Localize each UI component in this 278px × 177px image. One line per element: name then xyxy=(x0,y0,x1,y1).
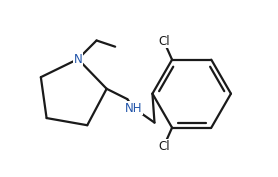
Text: Cl: Cl xyxy=(158,35,170,48)
Text: Cl: Cl xyxy=(158,140,170,153)
Text: NH: NH xyxy=(125,102,143,115)
Text: N: N xyxy=(74,53,82,65)
